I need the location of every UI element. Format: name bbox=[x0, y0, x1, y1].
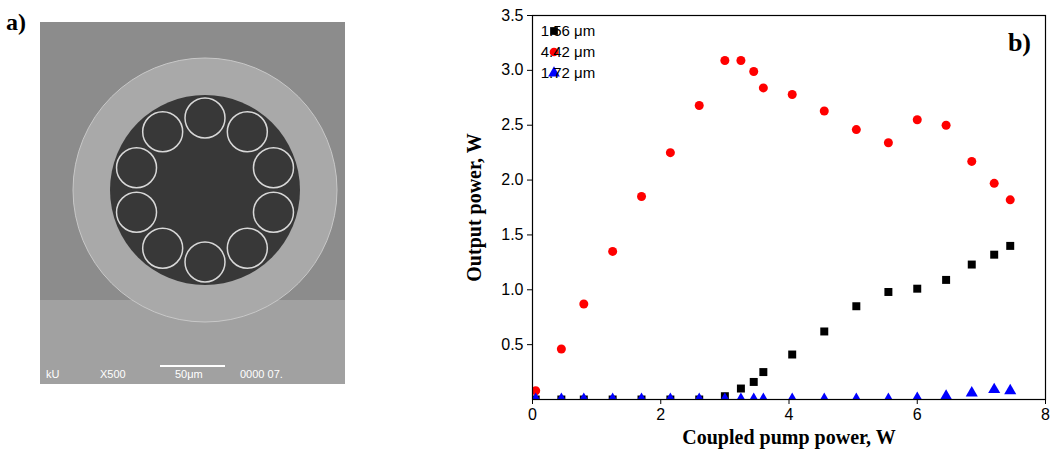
svg-text:2.5: 2.5 bbox=[501, 116, 523, 133]
svg-text:0000 07.: 0000 07. bbox=[240, 368, 283, 380]
svg-text:4: 4 bbox=[785, 406, 794, 423]
svg-text:4.42 μm: 4.42 μm bbox=[541, 43, 596, 60]
svg-text:1.5: 1.5 bbox=[501, 226, 523, 243]
svg-text:6: 6 bbox=[913, 406, 922, 423]
svg-text:X500: X500 bbox=[100, 368, 126, 380]
svg-text:0.5: 0.5 bbox=[501, 336, 523, 353]
svg-text:Output power, W: Output power, W bbox=[463, 133, 486, 281]
svg-text:2.0: 2.0 bbox=[501, 171, 523, 188]
svg-text:50μm: 50μm bbox=[175, 368, 203, 380]
svg-text:3.5: 3.5 bbox=[501, 7, 523, 24]
svg-text:0: 0 bbox=[528, 406, 537, 423]
svg-text:2: 2 bbox=[656, 406, 665, 423]
svg-text:1.72 μm: 1.72 μm bbox=[541, 64, 596, 81]
svg-text:a): a) bbox=[6, 9, 26, 35]
svg-text:8: 8 bbox=[1041, 406, 1050, 423]
svg-text:1.0: 1.0 bbox=[501, 281, 523, 298]
svg-text:1.56 μm: 1.56 μm bbox=[541, 22, 596, 39]
svg-text:kU: kU bbox=[46, 368, 60, 380]
svg-text:Coupled pump power, W: Coupled pump power, W bbox=[682, 426, 895, 449]
svg-text:b): b) bbox=[1008, 28, 1031, 57]
svg-text:3.0: 3.0 bbox=[501, 61, 523, 78]
